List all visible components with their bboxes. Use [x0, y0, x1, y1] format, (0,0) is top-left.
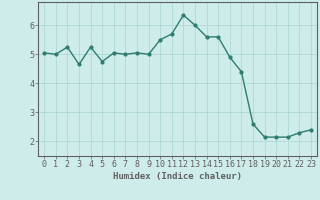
X-axis label: Humidex (Indice chaleur): Humidex (Indice chaleur)	[113, 172, 242, 181]
